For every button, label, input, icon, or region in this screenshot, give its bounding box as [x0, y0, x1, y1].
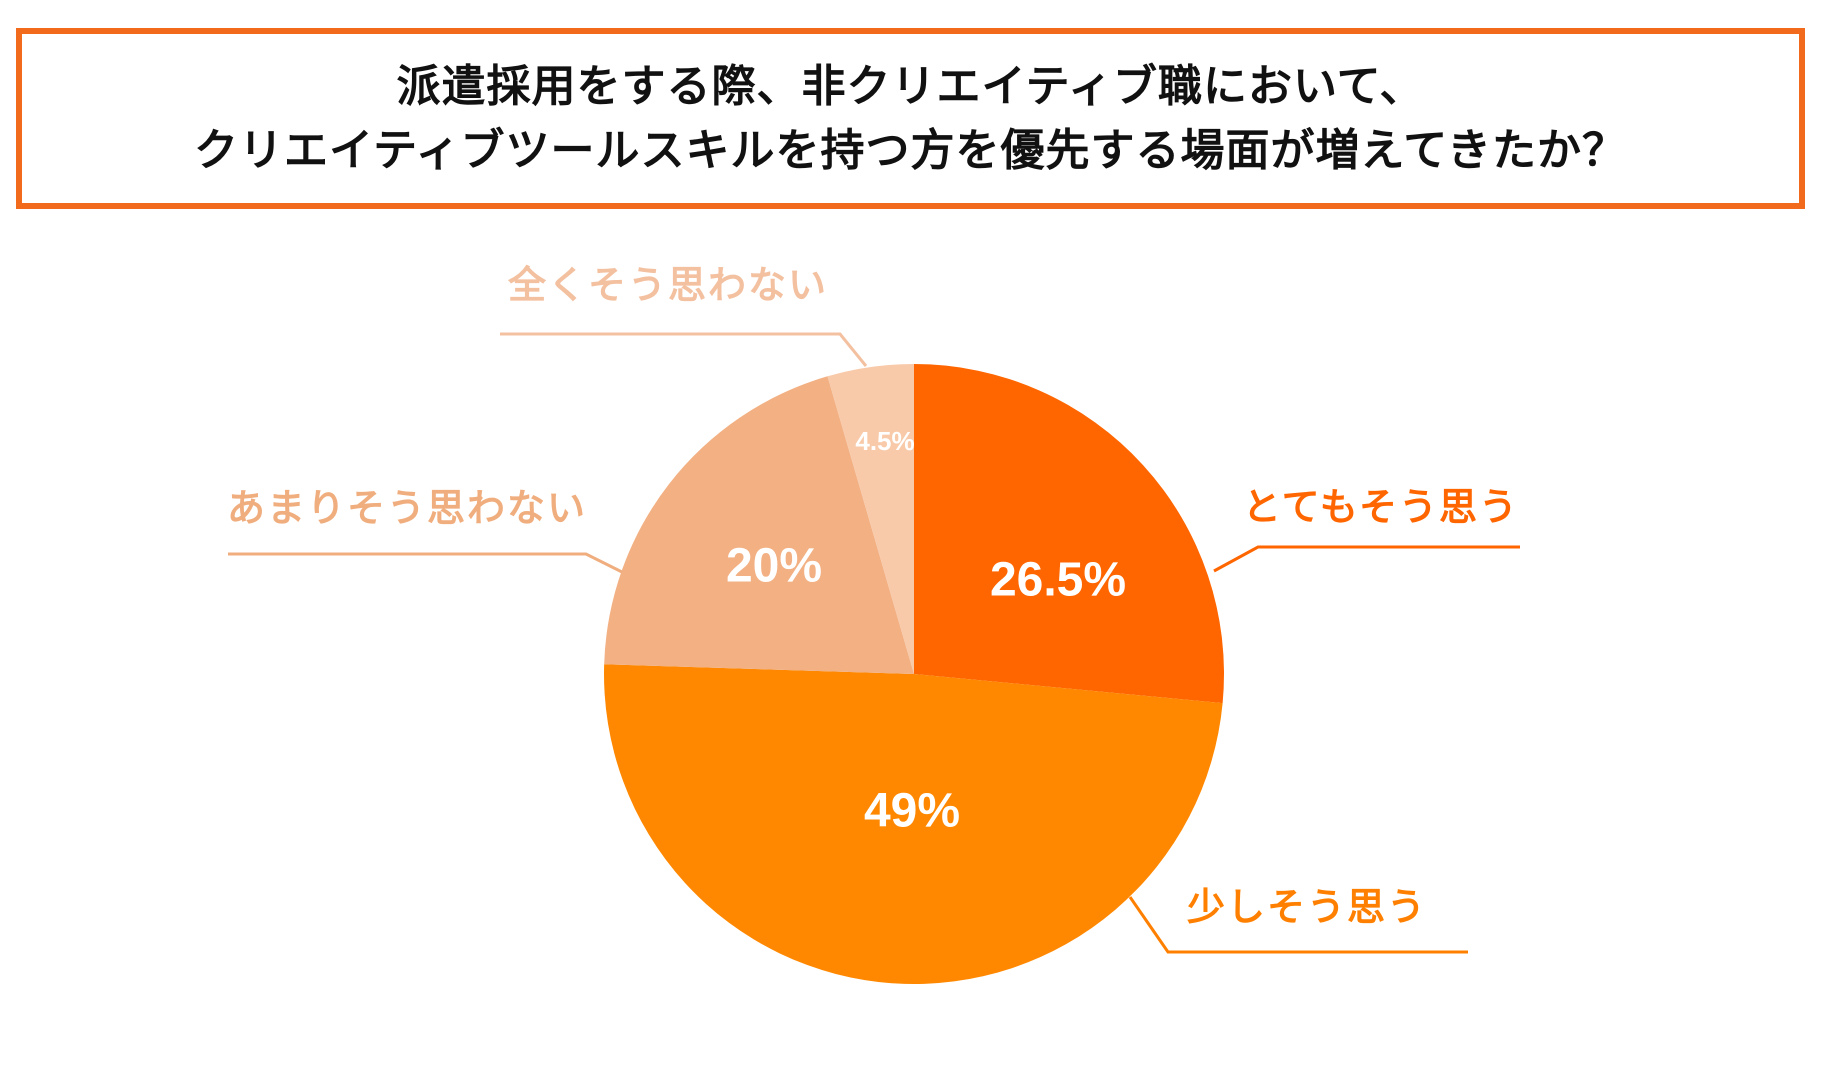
- category-label-totemo: とてもそう思う: [1243, 485, 1519, 529]
- title-frame: 派遣採用をする際、非クリエイティブ職において、 クリエイティブツールスキルを持つ…: [16, 28, 1805, 209]
- pie-slice-mattaku: [827, 364, 914, 674]
- percent-label-sukoshi: 49%: [864, 785, 960, 838]
- pie-slice-amari: [604, 376, 914, 674]
- category-label-sukoshi: 少しそう思う: [1187, 885, 1427, 929]
- leader-line-totemo: [1213, 545, 1520, 573]
- category-label-amari: あまりそう思わない: [227, 486, 587, 530]
- chart-title-line-1: 派遣採用をする際、非クリエイティブ職において、: [396, 60, 1425, 112]
- percent-label-amari: 20%: [726, 540, 822, 593]
- pie-slice-totemo: [914, 364, 1225, 704]
- leader-line-amari: [228, 552, 623, 574]
- pie-slice-sukoshi: [604, 664, 1223, 985]
- category-label-mattaku: 全くそう思わない: [507, 263, 828, 307]
- percent-labels: 26.5% 49% 20% 4.5%: [726, 426, 1126, 838]
- leader-line-mattaku: [500, 332, 868, 367]
- leader-line-sukoshi: [1128, 896, 1468, 954]
- chart-title-line-2: クリエイティブツールスキルを持つ方を優先する場面が増えてきたか？: [194, 124, 1627, 176]
- percent-label-totemo: 26.5%: [990, 554, 1126, 607]
- pie-slices: [604, 364, 1225, 985]
- percent-label-mattaku: 4.5%: [855, 426, 914, 456]
- leader-lines: [228, 332, 1520, 954]
